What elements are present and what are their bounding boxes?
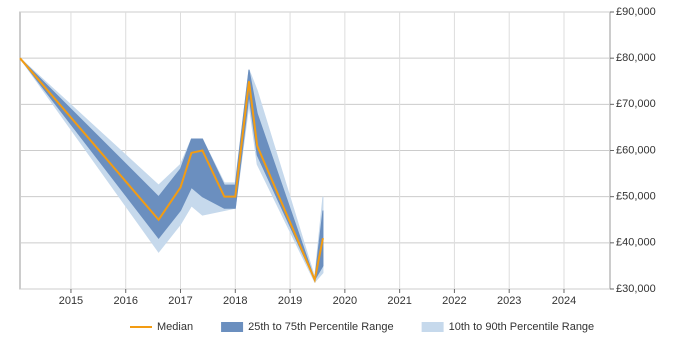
x-tick-label: 2021 <box>387 295 411 307</box>
y-tick-label: £50,000 <box>616 191 656 203</box>
x-tick-label: 2016 <box>113 295 137 307</box>
y-tick-label: £60,000 <box>616 144 656 156</box>
median-line <box>19 57 324 284</box>
y-tick-label: £70,000 <box>616 98 656 110</box>
x-tick-label: 2017 <box>168 295 192 307</box>
x-tick-label: 2022 <box>442 295 466 307</box>
legend-label: Median <box>157 321 193 333</box>
y-tick-label: £80,000 <box>616 52 656 64</box>
legend-swatch <box>421 322 444 332</box>
y-tick-label: £30,000 <box>616 283 656 295</box>
x-tick-label: 2023 <box>497 295 521 307</box>
legend-swatch <box>221 322 244 332</box>
x-tick-label: 2024 <box>552 295 576 307</box>
y-tick-label: £90,000 <box>616 6 656 18</box>
y-tick-label: £40,000 <box>616 237 656 249</box>
x-tick-label: 2015 <box>59 295 83 307</box>
x-tick-label: 2018 <box>223 295 247 307</box>
legend-label: 10th to 90th Percentile Range <box>449 321 595 333</box>
x-tick-label: 2020 <box>333 295 357 307</box>
legend-label: 25th to 75th Percentile Range <box>248 321 394 333</box>
x-tick-label: 2019 <box>278 295 302 307</box>
